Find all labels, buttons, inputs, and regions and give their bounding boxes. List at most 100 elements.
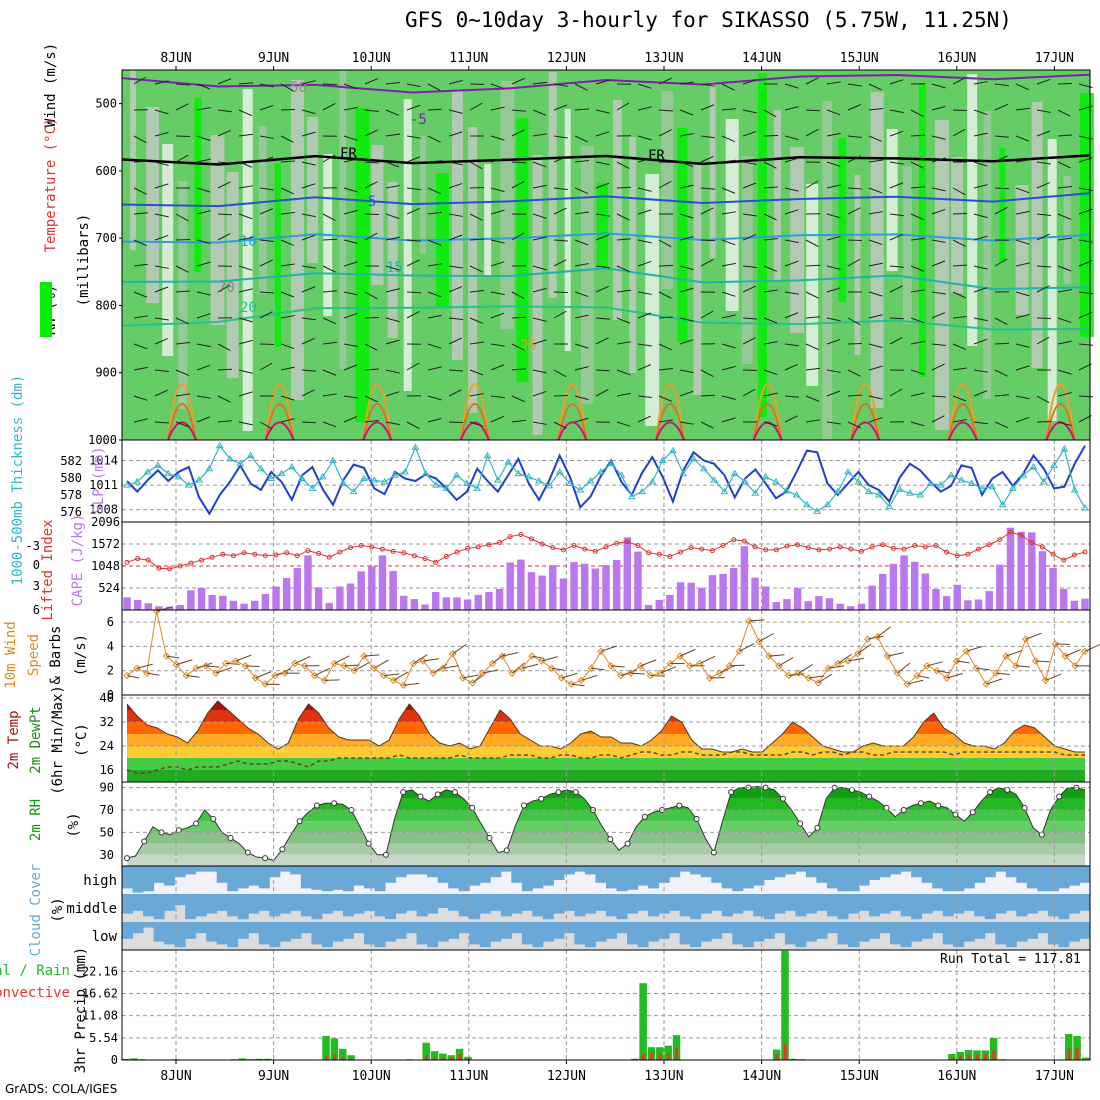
cloud-cell: [1079, 894, 1091, 911]
cape-bar: [463, 599, 472, 610]
cloud-cell: [132, 866, 144, 893]
cloud-cell: [627, 922, 639, 945]
wind-barb: [255, 671, 272, 679]
li-marker: [837, 544, 843, 550]
thickness-marker: [586, 477, 595, 484]
thickness-marker: [452, 471, 461, 478]
cape-bar: [559, 578, 568, 610]
cloud-cell: [774, 894, 786, 914]
cape-bar: [187, 590, 195, 610]
cape-bar: [847, 606, 855, 610]
y-tick-label: 1000: [88, 433, 117, 447]
cloud-cell: [848, 922, 860, 948]
x-day-label-top: 8JUN: [160, 51, 191, 66]
wind-marker: [1012, 662, 1020, 670]
thickness-marker: [772, 477, 780, 485]
isotherm-line: [121, 305, 1091, 331]
cloud-cell: [1037, 866, 1049, 892]
rh-area: [127, 786, 1085, 866]
rh-streak: [596, 183, 608, 267]
cloud-cell: [1026, 894, 1038, 914]
cloud-cell: [164, 866, 176, 886]
thickness-marker: [988, 482, 997, 490]
wind-marker: [1051, 640, 1060, 648]
li-marker: [1082, 549, 1088, 555]
cloud-cell: [574, 894, 586, 917]
y-tick-label: 16.62: [82, 987, 118, 1001]
li-marker: [167, 566, 173, 572]
precip-conv-bar: [650, 1052, 654, 1060]
cloud-cell: [1058, 922, 1070, 948]
cape-bar: [666, 594, 674, 610]
y-tick-label: 500: [95, 97, 117, 111]
rh-streak: [403, 99, 412, 391]
y-tick-label: 22.16: [82, 964, 118, 978]
warm-contour: [459, 383, 490, 441]
thickness-marker: [1019, 471, 1028, 478]
y-axis-label: Speed: [26, 634, 42, 676]
cloud-cell: [143, 922, 155, 928]
wind-barb: [966, 645, 983, 652]
li-marker: [465, 545, 471, 551]
warm-contour: [459, 421, 490, 441]
thickness-marker: [658, 456, 667, 463]
warm-contour: [557, 383, 588, 441]
cloud-cell: [606, 922, 618, 939]
cloud-cell: [511, 894, 523, 914]
thickness-marker: [133, 477, 142, 485]
cape-bar: [857, 603, 866, 610]
wind-barb: [936, 670, 950, 674]
precip-conv-bar: [441, 1057, 445, 1060]
rh-marker: [987, 789, 994, 796]
cloud-cell: [216, 866, 228, 883]
precip-total-bar: [1064, 1034, 1073, 1060]
cape-bar: [261, 594, 270, 610]
thickness-marker: [916, 490, 925, 498]
y-tick-label: 6: [33, 603, 40, 617]
cloud-cell: [122, 922, 134, 939]
cloud-cell: [963, 866, 975, 889]
rh-streak: [355, 108, 370, 422]
cloud-cell: [900, 894, 912, 917]
cape-bar: [740, 546, 749, 610]
wind-barb: [699, 655, 716, 664]
cloud-cell: [321, 894, 333, 914]
warm-contour: [752, 383, 783, 441]
cloud-cell: [521, 866, 533, 892]
contour-label: 25: [520, 338, 537, 354]
thickness-marker: [720, 487, 729, 495]
cloud-cell: [521, 922, 533, 945]
cape-bar: [378, 555, 387, 610]
li-marker: [646, 550, 652, 556]
cloud-cell: [637, 894, 649, 911]
thickness-marker: [349, 487, 358, 495]
rh-streak: [693, 165, 702, 395]
wind-barb: [551, 667, 565, 671]
rh-marker: [797, 820, 804, 827]
cloud-cell: [1079, 922, 1091, 939]
rh-streak: [790, 147, 805, 333]
cloud-cell: [321, 922, 333, 948]
li-marker: [965, 551, 971, 557]
precip-conv-bar: [1084, 1058, 1088, 1060]
cloud-cell: [784, 894, 796, 911]
rh-streak: [1047, 139, 1057, 421]
rh-streak: [468, 127, 478, 413]
y-axis-label: 10m Wind: [3, 621, 19, 688]
cape-bar: [1070, 600, 1079, 610]
cloud-cell: [900, 866, 912, 872]
cloud-cell: [553, 866, 565, 880]
warm-contour: [557, 421, 588, 441]
cloud-cell: [385, 866, 397, 883]
cloud-cell: [395, 894, 407, 914]
y-tick-label: 32: [100, 715, 114, 729]
cape-bar: [421, 604, 429, 610]
precip-total-bar: [639, 983, 647, 1060]
contour-label: FR: [648, 148, 665, 164]
thickness-marker: [555, 468, 564, 475]
cloud-cell: [805, 922, 817, 942]
wind-barb: [996, 672, 1010, 675]
cloud-cell: [890, 894, 902, 911]
rh-streak: [645, 174, 660, 426]
y-axis-label: tal / Rain: [0, 963, 70, 979]
